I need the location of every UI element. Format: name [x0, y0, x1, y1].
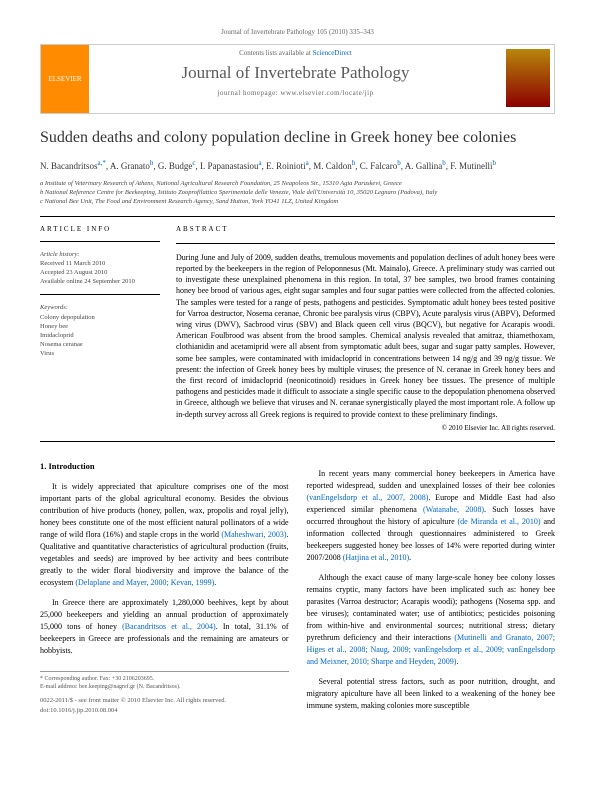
body-col-right: In recent years many commercial honey be…	[307, 460, 556, 720]
authors: N. Bacandritsosa,*, A. Granatob, G. Budg…	[40, 159, 555, 171]
citation-link[interactable]: (Hatjina et al., 2010)	[343, 553, 409, 562]
journal-cover-thumb	[506, 49, 550, 107]
affiliations: a Institute of Veterinary Research of At…	[40, 179, 555, 206]
citation-link[interactable]: (Delaplane and Mayer, 2000; Kevan, 1999)	[75, 578, 214, 587]
article-info: ARTICLE INFO Article history: Received 1…	[40, 225, 160, 433]
citation-link[interactable]: (Bacandritsos et al., 2004)	[122, 622, 216, 631]
issn-doi: 0022-2011/$ - see front matter © 2010 El…	[40, 696, 289, 716]
citation-link[interactable]: (Watanabe, 2008)	[423, 505, 484, 514]
journal-name: Journal of Invertebrate Pathology	[97, 63, 494, 83]
contents-line: Contents lists available at ScienceDirec…	[97, 49, 494, 57]
article-title: Sudden deaths and colony population decl…	[40, 128, 555, 149]
corresponding-author: * Corresponding author. Fax: +30 2106203…	[40, 671, 289, 692]
citation-link[interactable]: (Maheshwari, 2003)	[221, 530, 286, 539]
body-col-left: 1. Introduction It is widely appreciated…	[40, 460, 289, 720]
citation-link[interactable]: (vanEngelsdorp et al., 2007, 2008)	[307, 493, 429, 502]
abstract: ABSTRACT During June and July of 2009, s…	[176, 225, 555, 433]
page-header: Journal of Invertebrate Pathology 105 (2…	[40, 28, 555, 36]
journal-homepage: journal homepage: www.elsevier.com/locat…	[97, 89, 494, 97]
sciencedirect-link[interactable]: ScienceDirect	[313, 49, 352, 57]
elsevier-logo: ELSEVIER	[41, 45, 89, 113]
journal-banner: ELSEVIER Contents lists available at Sci…	[40, 44, 555, 114]
citation-link[interactable]: (de Miranda et al., 2010)	[458, 517, 541, 526]
